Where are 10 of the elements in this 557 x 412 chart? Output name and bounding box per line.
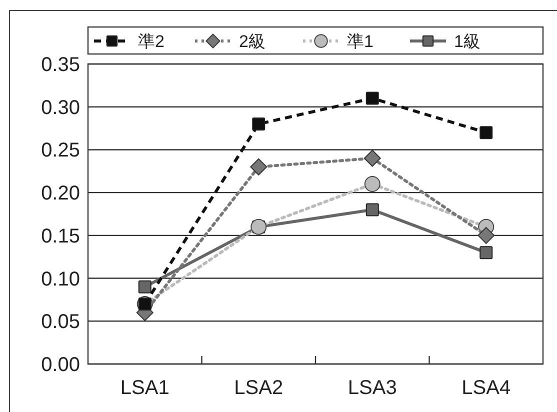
point [478,226,495,244]
point [252,118,266,130]
point [364,176,380,192]
point [250,158,268,176]
point [366,92,379,105]
point [364,150,381,167]
point [138,280,152,294]
point [366,203,379,216]
point [480,246,493,260]
point [480,126,493,140]
